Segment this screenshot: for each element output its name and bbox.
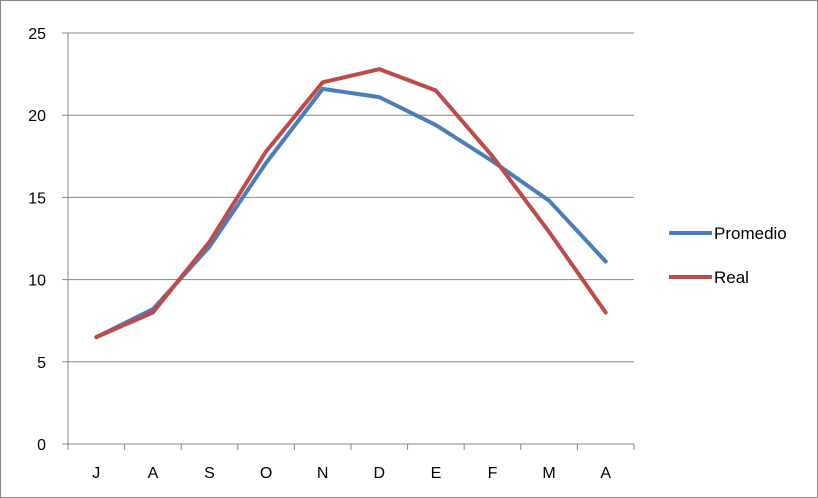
x-tick-label: S [204,465,215,482]
x-tick-label: N [317,465,329,482]
x-tick-label: F [488,465,498,482]
y-tick-label: 20 [28,108,46,125]
y-tick-label: 10 [28,273,46,290]
x-tick-label: D [374,465,386,482]
legend-label: Real [714,268,749,287]
x-tick-label: J [92,465,100,482]
x-tick-label: E [431,465,442,482]
series-line-promedio [94,86,608,340]
y-tick-label: 15 [28,190,46,207]
y-axis-ticks: 0 5 10 15 20 25 [28,26,68,454]
x-tick-label: A [148,465,159,482]
x-tick-label: M [542,465,555,482]
series-line-real [94,67,608,340]
x-tick-label: O [260,465,272,482]
legend-label: Promedio [714,224,787,243]
legend: Promedio Real [669,224,787,287]
y-tick-label: 5 [37,355,46,372]
y-tick-label: 25 [28,26,46,43]
x-tick-label: A [600,465,611,482]
y-tick-label: 0 [37,437,46,454]
gridlines [68,32,634,363]
series-lines [94,67,608,340]
